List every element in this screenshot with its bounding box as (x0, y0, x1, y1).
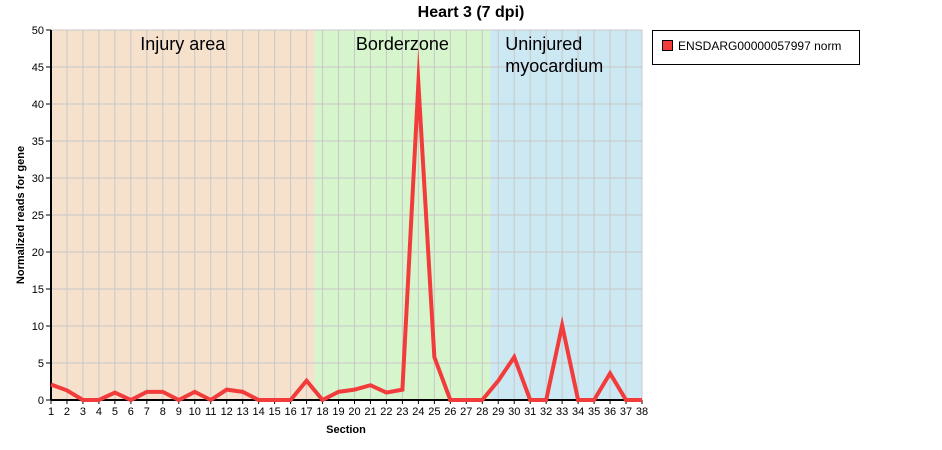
y-tick-label: 40 (32, 99, 44, 111)
x-tick-label: 26 (444, 406, 456, 418)
x-tick-label: 19 (332, 406, 344, 418)
x-tick-label: 22 (380, 406, 392, 418)
series-line-1 (50, 47, 642, 403)
x-tick-label: 11 (205, 406, 216, 418)
x-tick-label: 6 (128, 406, 134, 418)
x-tick-label: 32 (540, 406, 552, 418)
x-tick-label: 36 (604, 406, 616, 418)
y-tick-label: 30 (32, 173, 44, 185)
legend-swatch-1 (662, 40, 673, 51)
y-tick-label: 50 (32, 25, 44, 37)
x-tick-label: 13 (237, 406, 249, 418)
x-tick-label: 21 (364, 406, 376, 418)
x-tick-label: 23 (396, 406, 408, 418)
chart-title: Heart 3 (7 dpi) (418, 4, 525, 21)
x-tick-label: 8 (160, 406, 166, 418)
x-tick-label: 28 (476, 406, 488, 418)
x-tick-label: 30 (508, 406, 520, 418)
x-tick-label: 25 (428, 406, 440, 418)
y-tick-label: 0 (38, 395, 44, 407)
x-tick-label: 3 (80, 406, 86, 418)
x-tick-label: 29 (492, 406, 504, 418)
x-tick-label: 10 (189, 406, 201, 418)
x-tick-label: 33 (556, 406, 568, 418)
x-tick-label: 12 (221, 406, 233, 418)
region-label-2-line-1: Borderzone (356, 34, 449, 54)
y-tick-label: 35 (32, 136, 44, 148)
x-tick-label: 2 (64, 406, 70, 418)
legend-box (652, 30, 860, 65)
x-axis-title: Section (326, 424, 366, 436)
y-tick-label: 5 (38, 358, 44, 370)
legend: ENSDARG00000057997 norm (652, 30, 860, 65)
x-tick-label: 7 (144, 406, 150, 418)
x-tick-label: 17 (300, 406, 312, 418)
y-tick-label: 20 (32, 247, 44, 259)
x-tick-label: 24 (412, 406, 424, 418)
y-tick-label: 15 (32, 284, 44, 296)
legend-label-1: ENSDARG00000057997 norm (678, 39, 841, 53)
y-axis-title: Normalized reads for gene (15, 146, 27, 284)
x-tick-label: 1 (48, 406, 54, 418)
region-label-3-line-1: Uninjured (505, 34, 582, 54)
y-tick-label: 10 (32, 321, 44, 333)
series-lines (50, 47, 642, 403)
x-tick-label: 18 (316, 406, 328, 418)
x-tick-label: 38 (636, 406, 648, 418)
x-tick-label: 35 (588, 406, 600, 418)
x-tick-label: 37 (620, 406, 632, 418)
x-tick-label: 31 (524, 406, 536, 418)
x-tick-label: 20 (348, 406, 360, 418)
region-label-3-line-2: myocardium (505, 56, 603, 76)
x-tick-label: 5 (112, 406, 118, 418)
x-tick-label: 27 (460, 406, 472, 418)
gridlines (50, 29, 643, 401)
y-tick-label: 25 (32, 210, 44, 222)
x-tick-label: 4 (96, 406, 102, 418)
x-tick-label: 34 (572, 406, 584, 418)
region-label-1-line-1: Injury area (140, 34, 226, 54)
x-tick-label: 14 (253, 406, 265, 418)
x-tick-label: 9 (176, 406, 182, 418)
x-tick-label: 15 (268, 406, 280, 418)
y-tick-label: 45 (32, 62, 44, 74)
x-tick-label: 16 (284, 406, 296, 418)
